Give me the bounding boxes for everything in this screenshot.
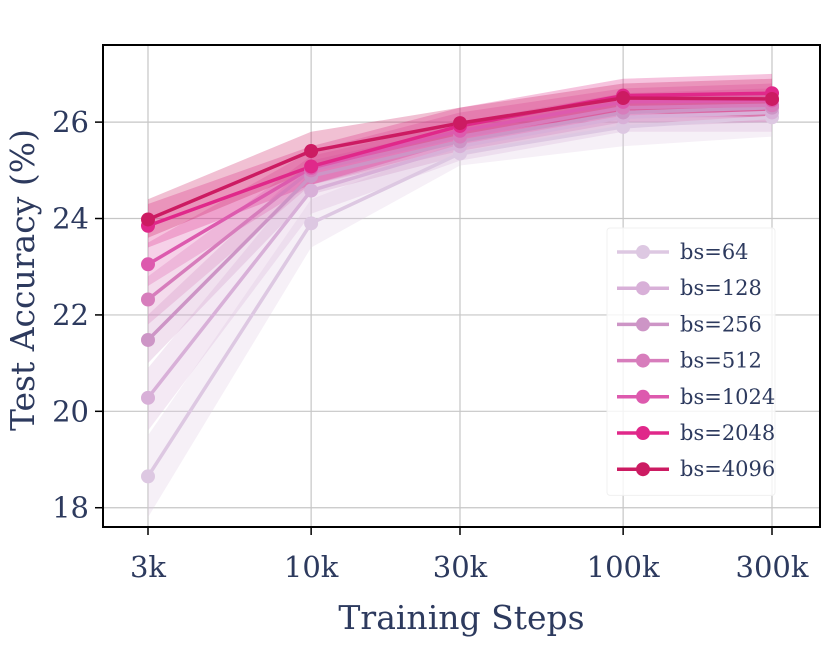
data-point <box>616 119 631 134</box>
legend-label: bs=256 <box>680 312 762 336</box>
data-point <box>141 212 155 227</box>
x-tick-label: 10k <box>284 550 339 584</box>
data-point <box>141 390 155 405</box>
data-point <box>141 257 155 272</box>
data-point <box>304 216 319 231</box>
x-tick-label: 30k <box>433 550 488 584</box>
data-point <box>304 183 319 198</box>
x-axis-ticks: 3k 10k 30k 100k 300k <box>130 527 809 584</box>
x-tick-label: 3k <box>130 550 166 584</box>
confidence-band <box>148 93 772 431</box>
y-tick-label: 26 <box>52 105 89 139</box>
legend-label: bs=128 <box>680 276 762 300</box>
legend-label: bs=4096 <box>680 457 775 481</box>
legend: bs=64 bs=128 bs=256 bs=512 bs=1024 bs=2048 bs=… <box>606 227 776 496</box>
legend-swatch-marker <box>636 245 650 259</box>
y-tick-label: 24 <box>52 202 89 236</box>
confidence-band <box>148 73 772 248</box>
legend-label: bs=1024 <box>680 385 775 409</box>
legend-box <box>606 227 776 496</box>
confidence-band <box>148 98 772 518</box>
data-point <box>141 332 155 347</box>
data-point <box>141 292 155 307</box>
x-tick-label: 100k <box>587 550 660 584</box>
y-tick-label: 18 <box>52 491 89 525</box>
legend-label: bs=2048 <box>680 421 775 445</box>
y-tick-label: 22 <box>52 298 89 332</box>
data-point <box>141 469 155 484</box>
legend-label: bs=64 <box>680 240 749 264</box>
x-tick-label: 300k <box>736 550 809 584</box>
legend-swatch-marker <box>636 426 650 440</box>
legend-swatch-marker <box>636 462 650 477</box>
legend-swatch-marker <box>636 317 650 332</box>
x-axis-title: Training Steps <box>338 598 584 637</box>
legend-label: bs=512 <box>680 349 762 373</box>
data-point <box>304 144 319 159</box>
plot-frame <box>102 44 821 528</box>
data-point <box>616 91 631 106</box>
y-tick-label: 20 <box>52 394 89 428</box>
series-points <box>141 86 779 484</box>
y-axis-title: Test Accuracy (%) <box>3 129 42 431</box>
data-point <box>304 159 319 174</box>
y-axis-ticks: 18 20 22 24 26 <box>52 105 103 525</box>
legend-swatch-marker <box>636 353 650 368</box>
data-point <box>765 91 779 106</box>
data-point <box>453 116 467 131</box>
legend-swatch-marker <box>636 281 650 296</box>
legend-swatch-marker <box>636 389 650 404</box>
